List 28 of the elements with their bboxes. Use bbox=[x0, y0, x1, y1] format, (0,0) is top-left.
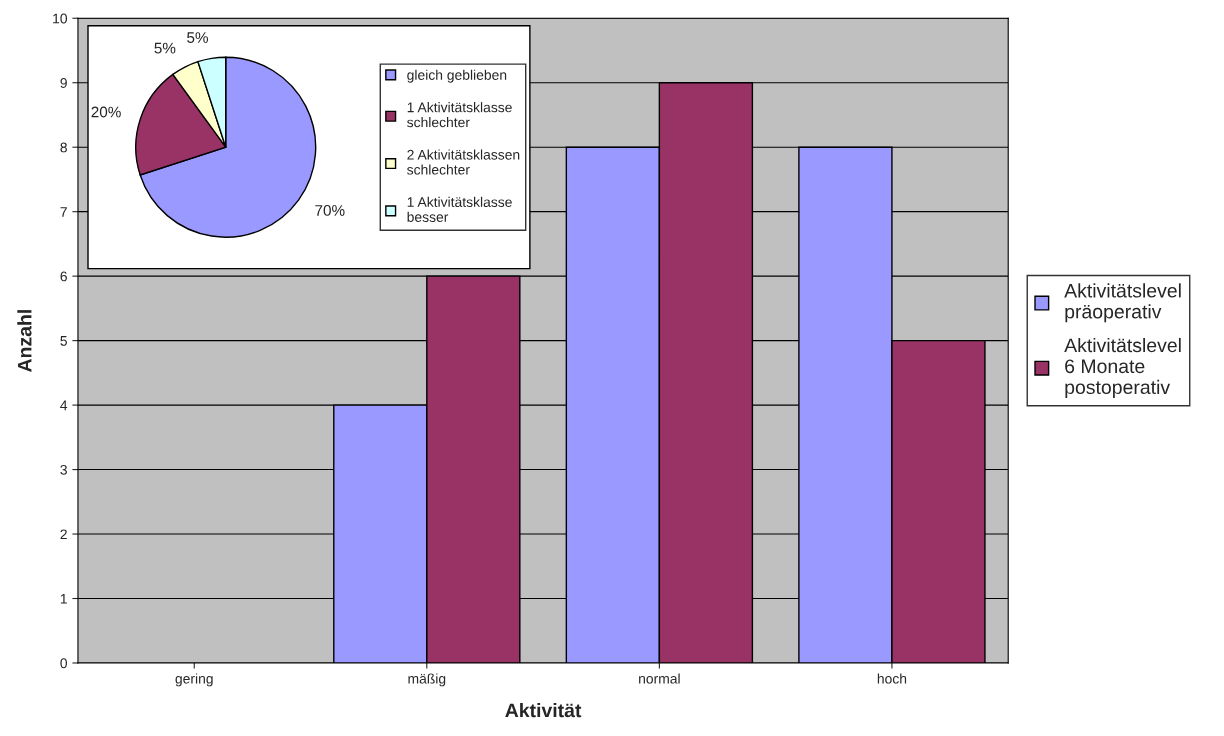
x-tick-label: gering bbox=[175, 673, 213, 687]
data-label: 20% bbox=[91, 106, 121, 118]
y-tick-label: 8 bbox=[60, 142, 67, 153]
x-axis-title: Aktivität bbox=[505, 703, 582, 718]
y-tick-label: 2 bbox=[60, 529, 67, 540]
y-tick-label: 0 bbox=[60, 658, 68, 669]
y-tick-label: 7 bbox=[60, 207, 67, 217]
legend-label: Aktivitätslevel präoperativ bbox=[1064, 283, 1181, 323]
data-label: 5% bbox=[154, 42, 176, 54]
y-tick-label: 5 bbox=[60, 336, 67, 346]
y-tick-label: 1 bbox=[60, 593, 67, 604]
data-label: 5% bbox=[187, 32, 209, 43]
x-tick-label: normal bbox=[639, 673, 680, 684]
legend-label: gleich geblieben bbox=[407, 69, 507, 83]
x-tick-label: hoch bbox=[877, 673, 907, 684]
x-tick-label: mäßig bbox=[408, 673, 446, 687]
legend-label: 1 Aktivitätsklasse schlechter bbox=[407, 102, 512, 128]
y-tick-label: 4 bbox=[60, 400, 68, 411]
y-tick-label: 10 bbox=[53, 13, 68, 24]
y-tick-label: 6 bbox=[60, 271, 67, 282]
y-tick-label: 3 bbox=[60, 464, 67, 475]
data-label: 70% bbox=[315, 204, 345, 216]
pie-slice bbox=[139, 56, 317, 238]
legend-label: 2 Aktivitätsklassen schlechter bbox=[407, 149, 520, 175]
y-tick-label: 9 bbox=[60, 78, 67, 88]
legend-label: 1 Aktivitätsklasse besser bbox=[407, 196, 512, 222]
legend-label: Aktivitätslevel 6 Monate postoperativ bbox=[1064, 337, 1181, 398]
y-axis-title: Anzahl bbox=[17, 310, 32, 372]
